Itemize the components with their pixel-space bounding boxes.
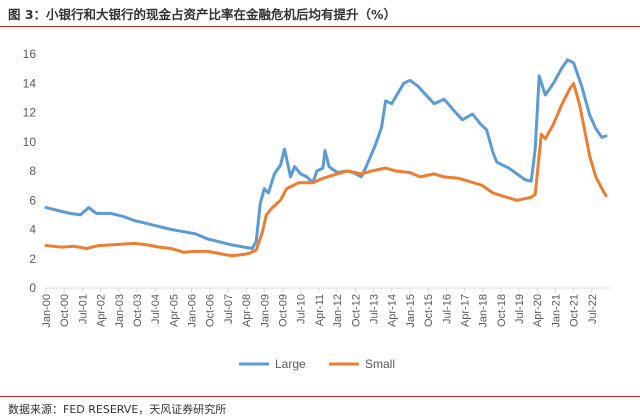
x-tick-label: Apr-11 [314, 294, 326, 326]
title-rule [0, 26, 640, 27]
x-tick-label: Jan-03 [114, 294, 126, 328]
x-tick-label: Jul-01 [77, 294, 89, 324]
x-tick-label: Jul-13 [368, 294, 380, 324]
series-line-large [44, 58, 608, 250]
y-tick-label: 4 [29, 223, 36, 237]
x-tick-label: Jul-10 [296, 294, 308, 324]
x-tick-label: Oct-21 [569, 294, 581, 327]
x-tick-label: Jul-07 [223, 294, 235, 324]
x-tick-label: Oct-00 [59, 294, 71, 327]
y-tick-label: 10 [23, 135, 37, 149]
x-tick-label: Apr-05 [168, 294, 180, 327]
x-tick-label: Apr-20 [532, 294, 544, 327]
y-tick-label: 8 [29, 164, 36, 178]
x-tick-label: Jul-19 [514, 294, 526, 324]
y-tick-label: 2 [29, 252, 36, 266]
x-tick-label: Oct-03 [132, 294, 144, 327]
legend-label-small: Small [365, 357, 395, 371]
x-tick-label: Oct-18 [496, 294, 508, 327]
figure-title: 图 3：小银行和大银行的现金占资产比率在金融危机后均有提升（%） [8, 7, 397, 22]
source-note: 数据来源：FED RESERVE，天风证券研究所 [8, 403, 227, 416]
y-tick-label: 14 [23, 76, 37, 90]
x-tick-label: Jan-18 [478, 294, 490, 328]
x-tick-label: Jul-16 [441, 294, 453, 324]
x-tick-label: Oct-12 [350, 294, 362, 327]
x-tick-label: Apr-08 [241, 294, 253, 327]
series-lines [44, 58, 608, 258]
x-tick-label: Jan-21 [550, 294, 562, 328]
x-tick-label: Jan-15 [405, 294, 417, 328]
x-tick-label: Apr-02 [96, 294, 108, 327]
y-tick-label: 16 [23, 47, 37, 61]
y-tick-label: 0 [29, 281, 36, 295]
x-tick-label: Jul-04 [150, 294, 162, 324]
legend: Large Small [239, 357, 395, 371]
x-tick-label: Apr-17 [459, 294, 471, 327]
x-tick-label: Jan-09 [259, 294, 271, 328]
x-tick-label: Jul-22 [587, 294, 599, 324]
x-tick-label: Jan-00 [41, 294, 53, 328]
x-tick-label: Oct-15 [423, 294, 435, 327]
x-tick-label: Apr-14 [387, 294, 399, 327]
y-tick-label: 6 [29, 193, 36, 207]
x-tick-label: Jan-12 [332, 294, 344, 328]
legend-label-large: Large [275, 357, 306, 371]
bottom-rule [0, 396, 640, 397]
x-tick-label: Oct-06 [205, 294, 217, 327]
y-tick-label: 12 [23, 106, 37, 120]
series-line-small [44, 81, 608, 258]
x-axis-ticks: Jan-00 Oct-00 Jul-01 Apr-02 Jan-03 Oct-03 Jul-… [41, 288, 599, 328]
x-tick-label: Jan-06 [187, 294, 199, 328]
y-axis-ticks: 0 2 4 6 8 10 12 14 16 [23, 47, 37, 295]
x-tick-label: Oct-09 [278, 294, 290, 327]
